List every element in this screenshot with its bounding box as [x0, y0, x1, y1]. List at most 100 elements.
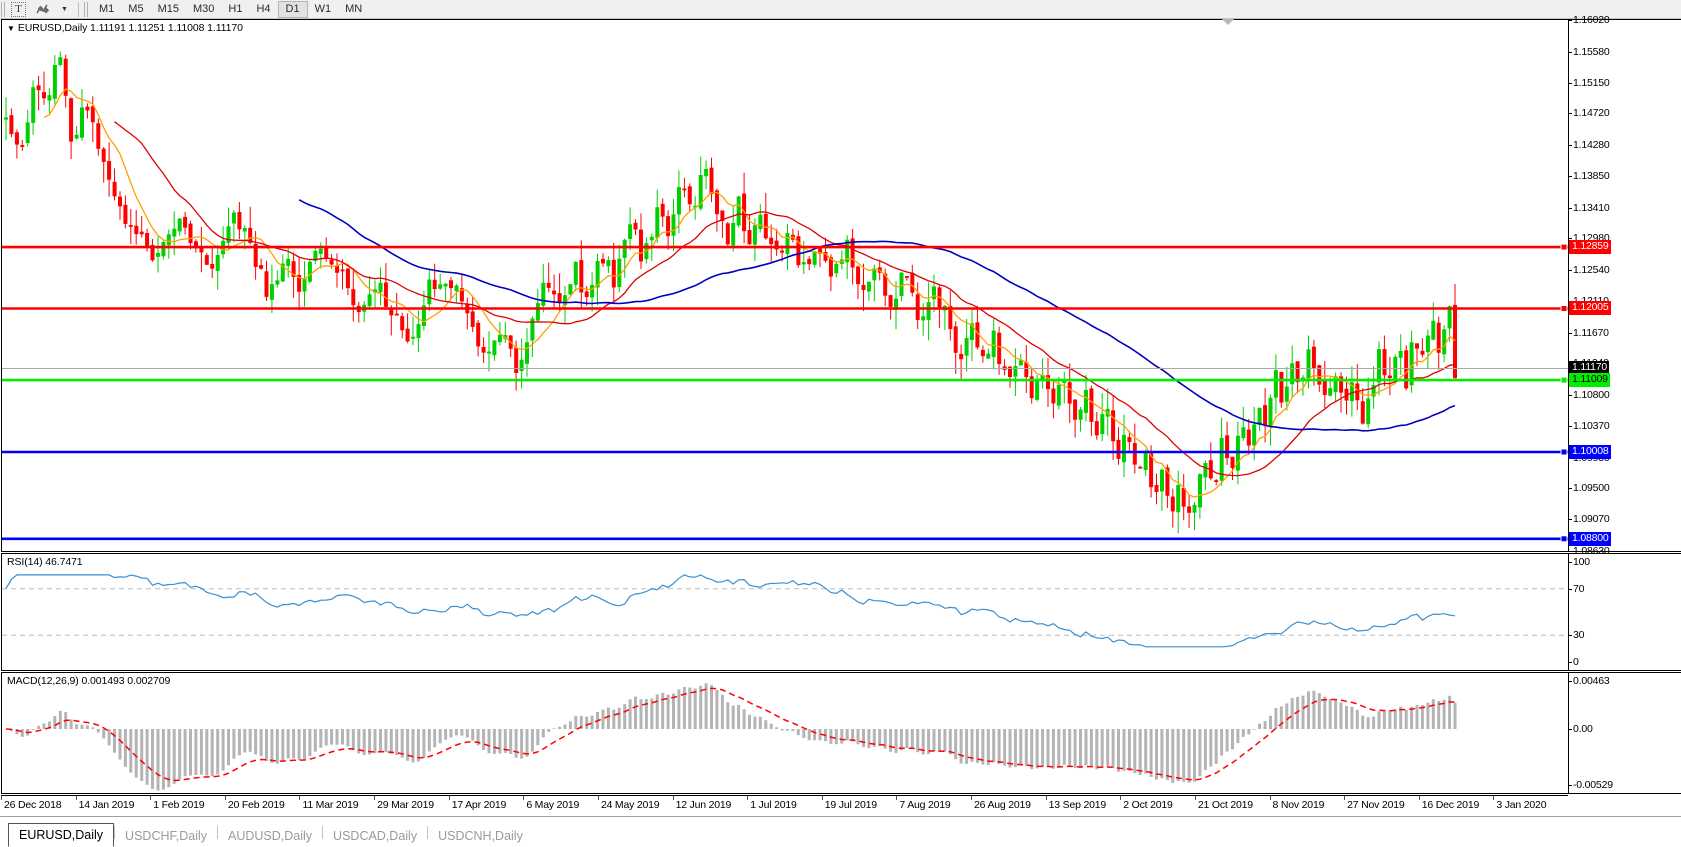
date-tick: 1 Jul 2019: [750, 799, 797, 811]
scroll-indicator-icon: [1222, 19, 1234, 25]
tab-divider: [114, 825, 116, 839]
price-pane-label: ▼ EURUSD,Daily 1.11191 1.11251 1.11008 1.…: [7, 22, 243, 34]
toolbar-divider: [78, 1, 79, 17]
symbol-ohlc-label: EURUSD,Daily 1.11191 1.11251 1.11008 1.1…: [17, 22, 243, 34]
chart-tabbar: EURUSD,Daily USDCHF,Daily AUDUSD,Daily USDC…: [0, 816, 1681, 847]
timeframe-w1[interactable]: W1: [314, 2, 332, 15]
rsi-axis[interactable]: 100 70 30 0: [1568, 554, 1681, 670]
date-tick: 2 Oct 2019: [1123, 799, 1173, 811]
tab-eurusd[interactable]: EURUSD,Daily: [8, 823, 115, 847]
date-tick-mark: [1, 796, 2, 800]
date-tick-mark: [821, 796, 823, 800]
price-tick: 1.15150: [1569, 76, 1610, 89]
price-axis[interactable]: 1.16020 1.15580 1.15150 1.14720 1.14280 1.138…: [1568, 14, 1681, 557]
date-tick: 16 Dec 2019: [1421, 799, 1480, 811]
text-insert-icon[interactable]: T: [9, 1, 28, 18]
rsi-tick: 0: [1569, 656, 1579, 668]
rsi-tick: 70: [1568, 582, 1585, 595]
text-tool-label: T: [11, 1, 26, 17]
price-label-support-green[interactable]: 1.11009: [1569, 373, 1610, 388]
rsi-pane[interactable]: RSI(14) 46.7471 100 70 30 0: [1, 553, 1681, 671]
macd-axis[interactable]: 0.00463 0.00 -0.00529: [1568, 673, 1681, 793]
date-tick-mark: [224, 796, 226, 800]
price-plot[interactable]: [2, 20, 1681, 551]
macd-pane[interactable]: MACD(12,26,9) 0.001493 0.002709 0.00463 0…: [1, 672, 1681, 794]
timeframe-grip[interactable]: [84, 1, 90, 17]
timeframe-d1[interactable]: D1: [277, 0, 308, 18]
date-tick-mark: [1269, 796, 1271, 800]
rsi-tick: 100: [1569, 556, 1590, 568]
price-tick: 1.10800: [1569, 389, 1610, 402]
macd-tick: 0.00463: [1569, 675, 1610, 687]
date-tick: 7 Aug 2019: [899, 799, 951, 811]
date-axis[interactable]: 26 Dec 2018 14 Jan 2019 1 Feb 2019 20 Feb 2…: [1, 795, 1568, 813]
macd-pane-label: MACD(12,26,9) 0.001493 0.002709: [7, 675, 171, 687]
price-tick: 1.10370: [1569, 419, 1610, 432]
price-label-support-blue-1[interactable]: 1.10008: [1569, 444, 1611, 459]
date-tick-mark: [597, 796, 599, 800]
price-tick: 1.09070: [1569, 513, 1610, 526]
toolbar-grip[interactable]: [1, 1, 7, 17]
date-tick: 11 Mar 2019: [302, 799, 359, 811]
date-tick-mark: [747, 796, 749, 800]
tab-divider: [217, 825, 218, 839]
price-label-last-price[interactable]: 1.11170: [1569, 361, 1609, 376]
chevron-down-icon[interactable]: ▼: [61, 5, 68, 13]
timeframe-m5[interactable]: M5: [128, 2, 144, 15]
rsi-tick: 30: [1568, 629, 1585, 642]
date-tick-mark: [1045, 796, 1047, 800]
price-pane[interactable]: ▼ EURUSD,Daily 1.11191 1.11251 1.11008 1.…: [1, 14, 1681, 557]
date-tick: 13 Sep 2019: [1048, 799, 1107, 811]
date-tick: 6 May 2019: [526, 799, 580, 811]
price-tick: 1.12540: [1569, 264, 1610, 277]
price-tick: 1.09500: [1569, 482, 1610, 495]
price-tick: 1.14280: [1569, 139, 1610, 152]
macd-tick: 0.00: [1569, 723, 1593, 735]
date-tick-mark: [523, 796, 525, 800]
date-tick: 19 Jul 2019: [824, 799, 877, 811]
macd-plot[interactable]: [2, 673, 1681, 793]
tab-usdchf[interactable]: USDCHF,Daily: [125, 829, 207, 843]
chart-area[interactable]: ▼ EURUSD,Daily 1.11191 1.11251 1.11008 1.…: [0, 14, 1681, 816]
date-tick: 29 Mar 2019: [377, 799, 434, 811]
main-toolbar: T ▼ M1 M5 M15 M30 H1 H4 D1 W1 MN: [0, 0, 1681, 19]
pane-collapse-icon[interactable]: ▼: [7, 24, 15, 33]
date-tick-mark: [374, 796, 376, 800]
date-tick-mark: [299, 796, 301, 800]
date-tick: 26 Dec 2018: [4, 799, 62, 811]
tab-audusd[interactable]: AUDUSD,Daily: [228, 829, 313, 843]
price-label-support-blue-2[interactable]: 1.08800: [1569, 531, 1611, 546]
tab-divider: [427, 825, 429, 839]
timeframe-h1[interactable]: H1: [228, 2, 243, 15]
timeframe-m30[interactable]: M30: [192, 2, 215, 15]
timeframe-group: M1 M5 M15 M30 H1 H4 D1 W1 MN: [92, 0, 369, 19]
timeframe-m1[interactable]: M1: [99, 2, 115, 15]
date-tick-mark: [971, 796, 973, 800]
date-tick-mark: [75, 796, 77, 800]
price-tick: 1.13410: [1569, 201, 1610, 214]
tab-divider: [322, 825, 324, 839]
price-tick: 1.13850: [1569, 169, 1610, 182]
date-tick: 8 Nov 2019: [1272, 799, 1325, 811]
tab-usdcnh[interactable]: USDCNH,Daily: [438, 829, 523, 843]
date-tick-mark: [1493, 796, 1495, 800]
price-tick: 1.15580: [1569, 45, 1610, 58]
timeframe-m15[interactable]: M15: [157, 2, 179, 15]
tab-usdcad[interactable]: USDCAD,Daily: [333, 829, 418, 843]
price-label-resistance-1[interactable]: 1.12859: [1569, 240, 1611, 255]
date-tick-mark: [448, 796, 450, 800]
date-tick-mark: [672, 796, 674, 800]
rsi-plot[interactable]: [2, 554, 1681, 670]
date-tick-mark: [150, 796, 152, 800]
timeframe-h4[interactable]: H4: [256, 2, 271, 15]
indicators-icon[interactable]: [34, 1, 53, 18]
date-tick-mark: [1120, 796, 1122, 800]
date-tick: 1 Feb 2019: [153, 799, 205, 811]
date-tick: 3 Jan 2020: [1496, 799, 1547, 811]
price-tick: 1.11670: [1569, 326, 1609, 339]
timeframe-mn[interactable]: MN: [345, 2, 363, 15]
price-label-resistance-2[interactable]: 1.12005: [1569, 301, 1611, 316]
date-tick-mark: [1344, 796, 1346, 800]
date-tick-mark: [1194, 796, 1196, 800]
